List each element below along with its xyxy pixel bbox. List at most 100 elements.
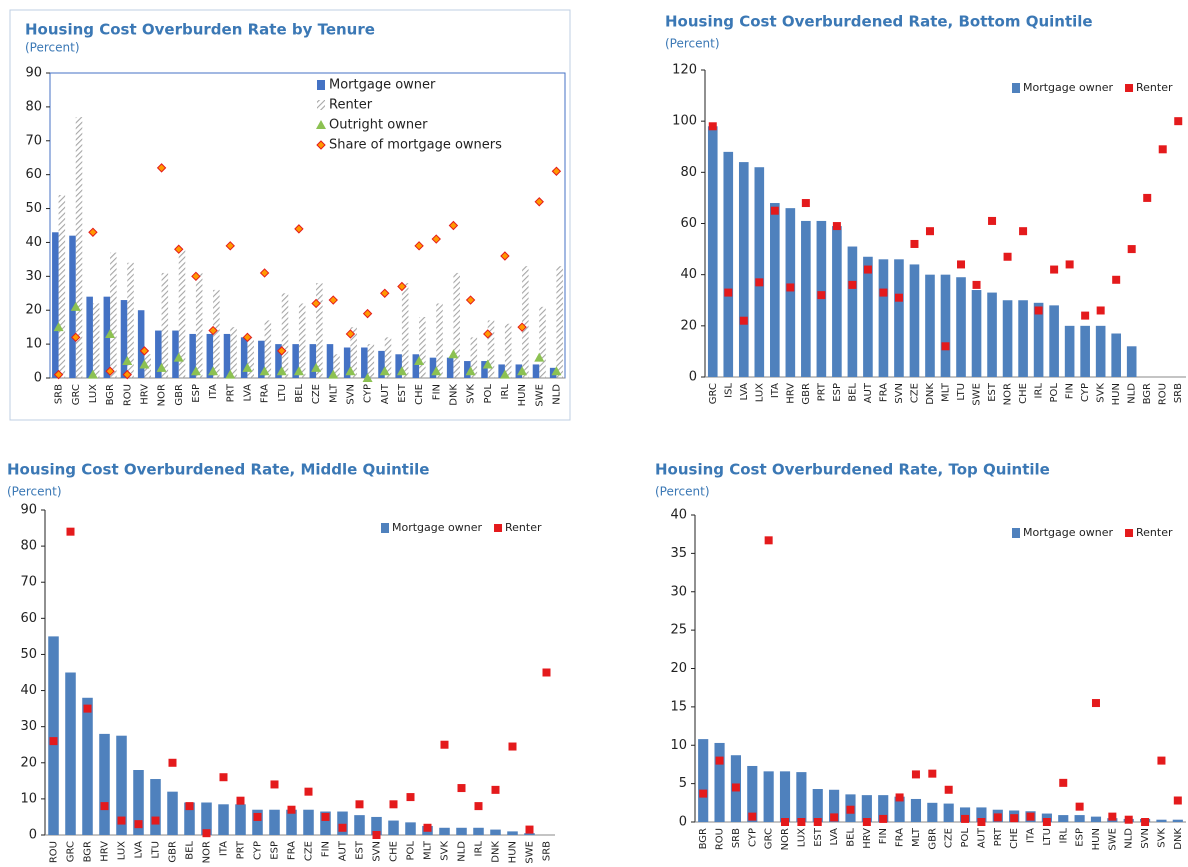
legend-label: Mortgage owner [392, 521, 482, 534]
y-tick-label: 5 [679, 776, 687, 791]
renter-marker [1141, 818, 1150, 826]
bar [395, 354, 402, 378]
x-tick-label: FRA [260, 384, 271, 403]
x-tick-label: IRL [1058, 828, 1069, 844]
x-tick-label: AUT [976, 827, 987, 848]
renter-marker [1158, 145, 1167, 154]
bar [698, 739, 709, 822]
x-tick-label: BEL [185, 841, 196, 860]
x-tick-label: MLT [328, 383, 339, 403]
legend-label: Renter [1136, 526, 1173, 539]
x-tick-label: FIN [431, 384, 442, 400]
bar [861, 795, 872, 822]
chart-title: Housing Cost Overburdened Rate, Top Quin… [655, 461, 1050, 479]
bar [522, 266, 529, 378]
bar [878, 259, 889, 377]
renter-marker [1081, 311, 1090, 320]
bar [281, 293, 289, 378]
bar [292, 344, 299, 378]
renter-marker [972, 280, 981, 289]
x-tick-label: ITA [1026, 828, 1037, 843]
bar [48, 636, 59, 835]
chart-panel: Housing Cost Overburdened Rate, Top Quin… [655, 461, 1186, 851]
bar [405, 822, 416, 835]
diamond-marker [483, 329, 493, 339]
bar [763, 771, 774, 822]
y-tick-label: 60 [20, 611, 37, 626]
bar [303, 809, 314, 835]
x-tick-label: SVK [1096, 383, 1107, 403]
bar [213, 289, 220, 378]
bar [539, 306, 546, 378]
renter-marker [1091, 699, 1100, 708]
bar [532, 364, 540, 378]
x-tick-label: HUN [1111, 383, 1122, 405]
bar [1041, 813, 1052, 822]
x-tick-label: FRA [287, 841, 298, 860]
triangle-marker [482, 359, 493, 369]
x-tick-label: EST [397, 383, 408, 403]
x-tick-label: BEL [294, 384, 305, 403]
renter-marker [764, 536, 773, 545]
y-tick-label: 10 [20, 791, 37, 806]
y-tick-label: 35 [670, 546, 687, 561]
bar [812, 788, 823, 822]
bar [127, 262, 134, 378]
legend-label: Share of mortgage owners [329, 138, 502, 153]
triangle-marker [328, 369, 339, 379]
bar [82, 697, 93, 835]
bar [320, 811, 331, 835]
x-tick-label: SVN [894, 383, 905, 404]
x-tick-label: POL [406, 841, 417, 861]
renter-marker [474, 802, 483, 811]
bar [723, 151, 734, 377]
bar [473, 827, 484, 835]
renter-marker [1050, 265, 1059, 274]
x-tick-label: NLD [1127, 383, 1138, 404]
renter-marker [781, 818, 790, 826]
x-tick-label: DNK [1173, 828, 1184, 850]
renter-marker [1075, 802, 1084, 811]
bar [247, 337, 254, 378]
x-tick-label: FRA [878, 383, 889, 402]
y-tick-label: 100 [672, 114, 697, 129]
bar [487, 320, 495, 378]
legend-label: Renter [505, 521, 542, 534]
x-tick-label: NLD [551, 384, 562, 405]
bar [275, 344, 282, 378]
bar [110, 252, 117, 378]
x-tick-label: SVN [345, 384, 356, 405]
x-tick-label: EST [813, 827, 824, 847]
triangle-marker [105, 328, 116, 338]
y-tick-label: 50 [25, 201, 42, 216]
renter-marker [925, 227, 934, 236]
diamond-marker [174, 244, 184, 254]
diamond-marker [534, 197, 544, 207]
bar [801, 220, 811, 377]
bar [1172, 819, 1183, 822]
renter-marker [542, 668, 551, 677]
renter-marker [715, 756, 724, 765]
x-tick-label: GRC [708, 383, 719, 404]
x-tick-label: PRT [816, 382, 827, 401]
bar [1049, 305, 1059, 377]
x-tick-label: IRL [474, 841, 485, 857]
bar [316, 283, 323, 378]
bar [218, 804, 229, 835]
chart-subtitle: (Percent) [655, 485, 710, 499]
x-tick-label: ESP [270, 841, 281, 860]
renter-marker [1026, 812, 1035, 821]
renter-marker [151, 816, 160, 825]
diamond-marker [328, 295, 338, 305]
legend-label: Renter [329, 98, 373, 113]
triangle-marker [156, 362, 167, 372]
diamond-marker [397, 281, 407, 292]
bar [184, 802, 195, 835]
x-tick-label: ROU [1158, 383, 1169, 405]
diamond-marker [139, 346, 150, 356]
bar [909, 264, 920, 377]
bar [116, 735, 127, 835]
x-tick-label: HRV [862, 828, 873, 849]
bar [747, 765, 758, 822]
bar [1033, 302, 1044, 377]
